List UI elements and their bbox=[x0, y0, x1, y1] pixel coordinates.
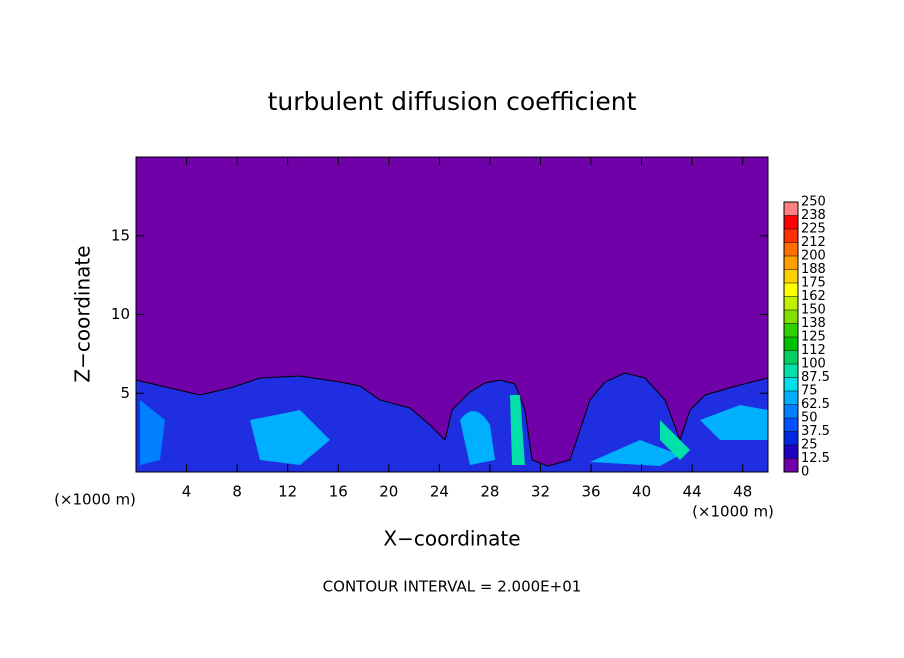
colorbar-swatch bbox=[784, 283, 798, 297]
y-axis-label: Z−coordinate bbox=[71, 245, 95, 382]
colorbar-label: 238 bbox=[801, 208, 826, 223]
colorbar-label: 150 bbox=[801, 303, 826, 318]
colorbar-swatch bbox=[784, 418, 798, 432]
colorbar-swatch bbox=[784, 350, 798, 364]
colorbar-swatch bbox=[784, 431, 798, 445]
field-blob bbox=[700, 405, 768, 440]
x-tick-label: 40 bbox=[632, 483, 651, 501]
colorbar-swatch bbox=[784, 445, 798, 459]
colorbar-label: 100 bbox=[801, 357, 826, 372]
field-blob bbox=[250, 410, 330, 465]
colorbar-label: 125 bbox=[801, 330, 826, 345]
contour-interval: CONTOUR INTERVAL = 2.000E+01 bbox=[323, 578, 582, 596]
y-tick-label: 15 bbox=[111, 226, 130, 244]
colorbar-label: 87.5 bbox=[801, 370, 830, 385]
x-tick-label: 48 bbox=[733, 483, 752, 501]
x-tick-label: 16 bbox=[329, 483, 348, 501]
x-tick-label: 8 bbox=[232, 483, 242, 501]
colorbar-label: 112 bbox=[801, 343, 826, 358]
colorbar-swatch bbox=[784, 229, 798, 243]
y-tick-label: 10 bbox=[111, 305, 130, 323]
chart-title: turbulent diffusion coefficient bbox=[268, 87, 637, 116]
colorbar-swatch bbox=[784, 310, 798, 324]
x-tick-label: 12 bbox=[278, 483, 297, 501]
colorbar-label: 212 bbox=[801, 235, 826, 250]
x-tick-label: 44 bbox=[683, 483, 702, 501]
colorbar-swatch bbox=[784, 391, 798, 405]
colorbar-swatch bbox=[784, 458, 798, 472]
colorbar-swatch bbox=[784, 323, 798, 337]
field-blob bbox=[510, 395, 525, 465]
y-unit-label: (×1000 m) bbox=[54, 491, 136, 509]
field-blob bbox=[590, 440, 680, 466]
colorbar-label: 62.5 bbox=[801, 397, 830, 412]
x-tick-label: 28 bbox=[480, 483, 499, 501]
colorbar-label: 250 bbox=[801, 195, 826, 210]
colorbar-label: 25 bbox=[801, 438, 818, 453]
x-tick-label: 32 bbox=[531, 483, 550, 501]
colorbar-label: 75 bbox=[801, 384, 818, 399]
colorbar-label: 188 bbox=[801, 262, 826, 277]
x-tick-label: 4 bbox=[182, 483, 192, 501]
colorbar-swatch bbox=[784, 269, 798, 283]
x-tick-label: 36 bbox=[581, 483, 600, 501]
field-blob bbox=[140, 400, 165, 465]
colorbar-swatch bbox=[784, 364, 798, 378]
colorbar-label: 138 bbox=[801, 316, 826, 331]
x-tick-label: 20 bbox=[379, 483, 398, 501]
colorbar-label: 50 bbox=[801, 411, 818, 426]
field-blob bbox=[660, 420, 690, 460]
colorbar-label: 0 bbox=[801, 465, 809, 480]
colorbar-label: 225 bbox=[801, 222, 826, 237]
colorbar-swatch bbox=[784, 296, 798, 310]
colorbar-label: 200 bbox=[801, 249, 826, 264]
field bbox=[136, 157, 768, 472]
x-tick-label: 24 bbox=[430, 483, 449, 501]
colorbar-swatch bbox=[784, 202, 798, 216]
colorbar-swatch bbox=[784, 215, 798, 229]
colorbar-label: 175 bbox=[801, 276, 826, 291]
x-axis-label: X−coordinate bbox=[383, 527, 520, 551]
colorbar-label: 12.5 bbox=[801, 451, 830, 466]
field-blob bbox=[460, 411, 495, 465]
colorbar-swatch bbox=[784, 242, 798, 256]
colorbar-label: 37.5 bbox=[801, 424, 830, 439]
colorbar-swatch bbox=[784, 377, 798, 391]
x-unit-label: (×1000 m) bbox=[692, 503, 774, 521]
colorbar-swatch bbox=[784, 404, 798, 418]
y-tick-label: 5 bbox=[120, 384, 130, 402]
colorbar-swatch bbox=[784, 256, 798, 270]
colorbar-swatch bbox=[784, 337, 798, 351]
colorbar-label: 162 bbox=[801, 289, 826, 304]
